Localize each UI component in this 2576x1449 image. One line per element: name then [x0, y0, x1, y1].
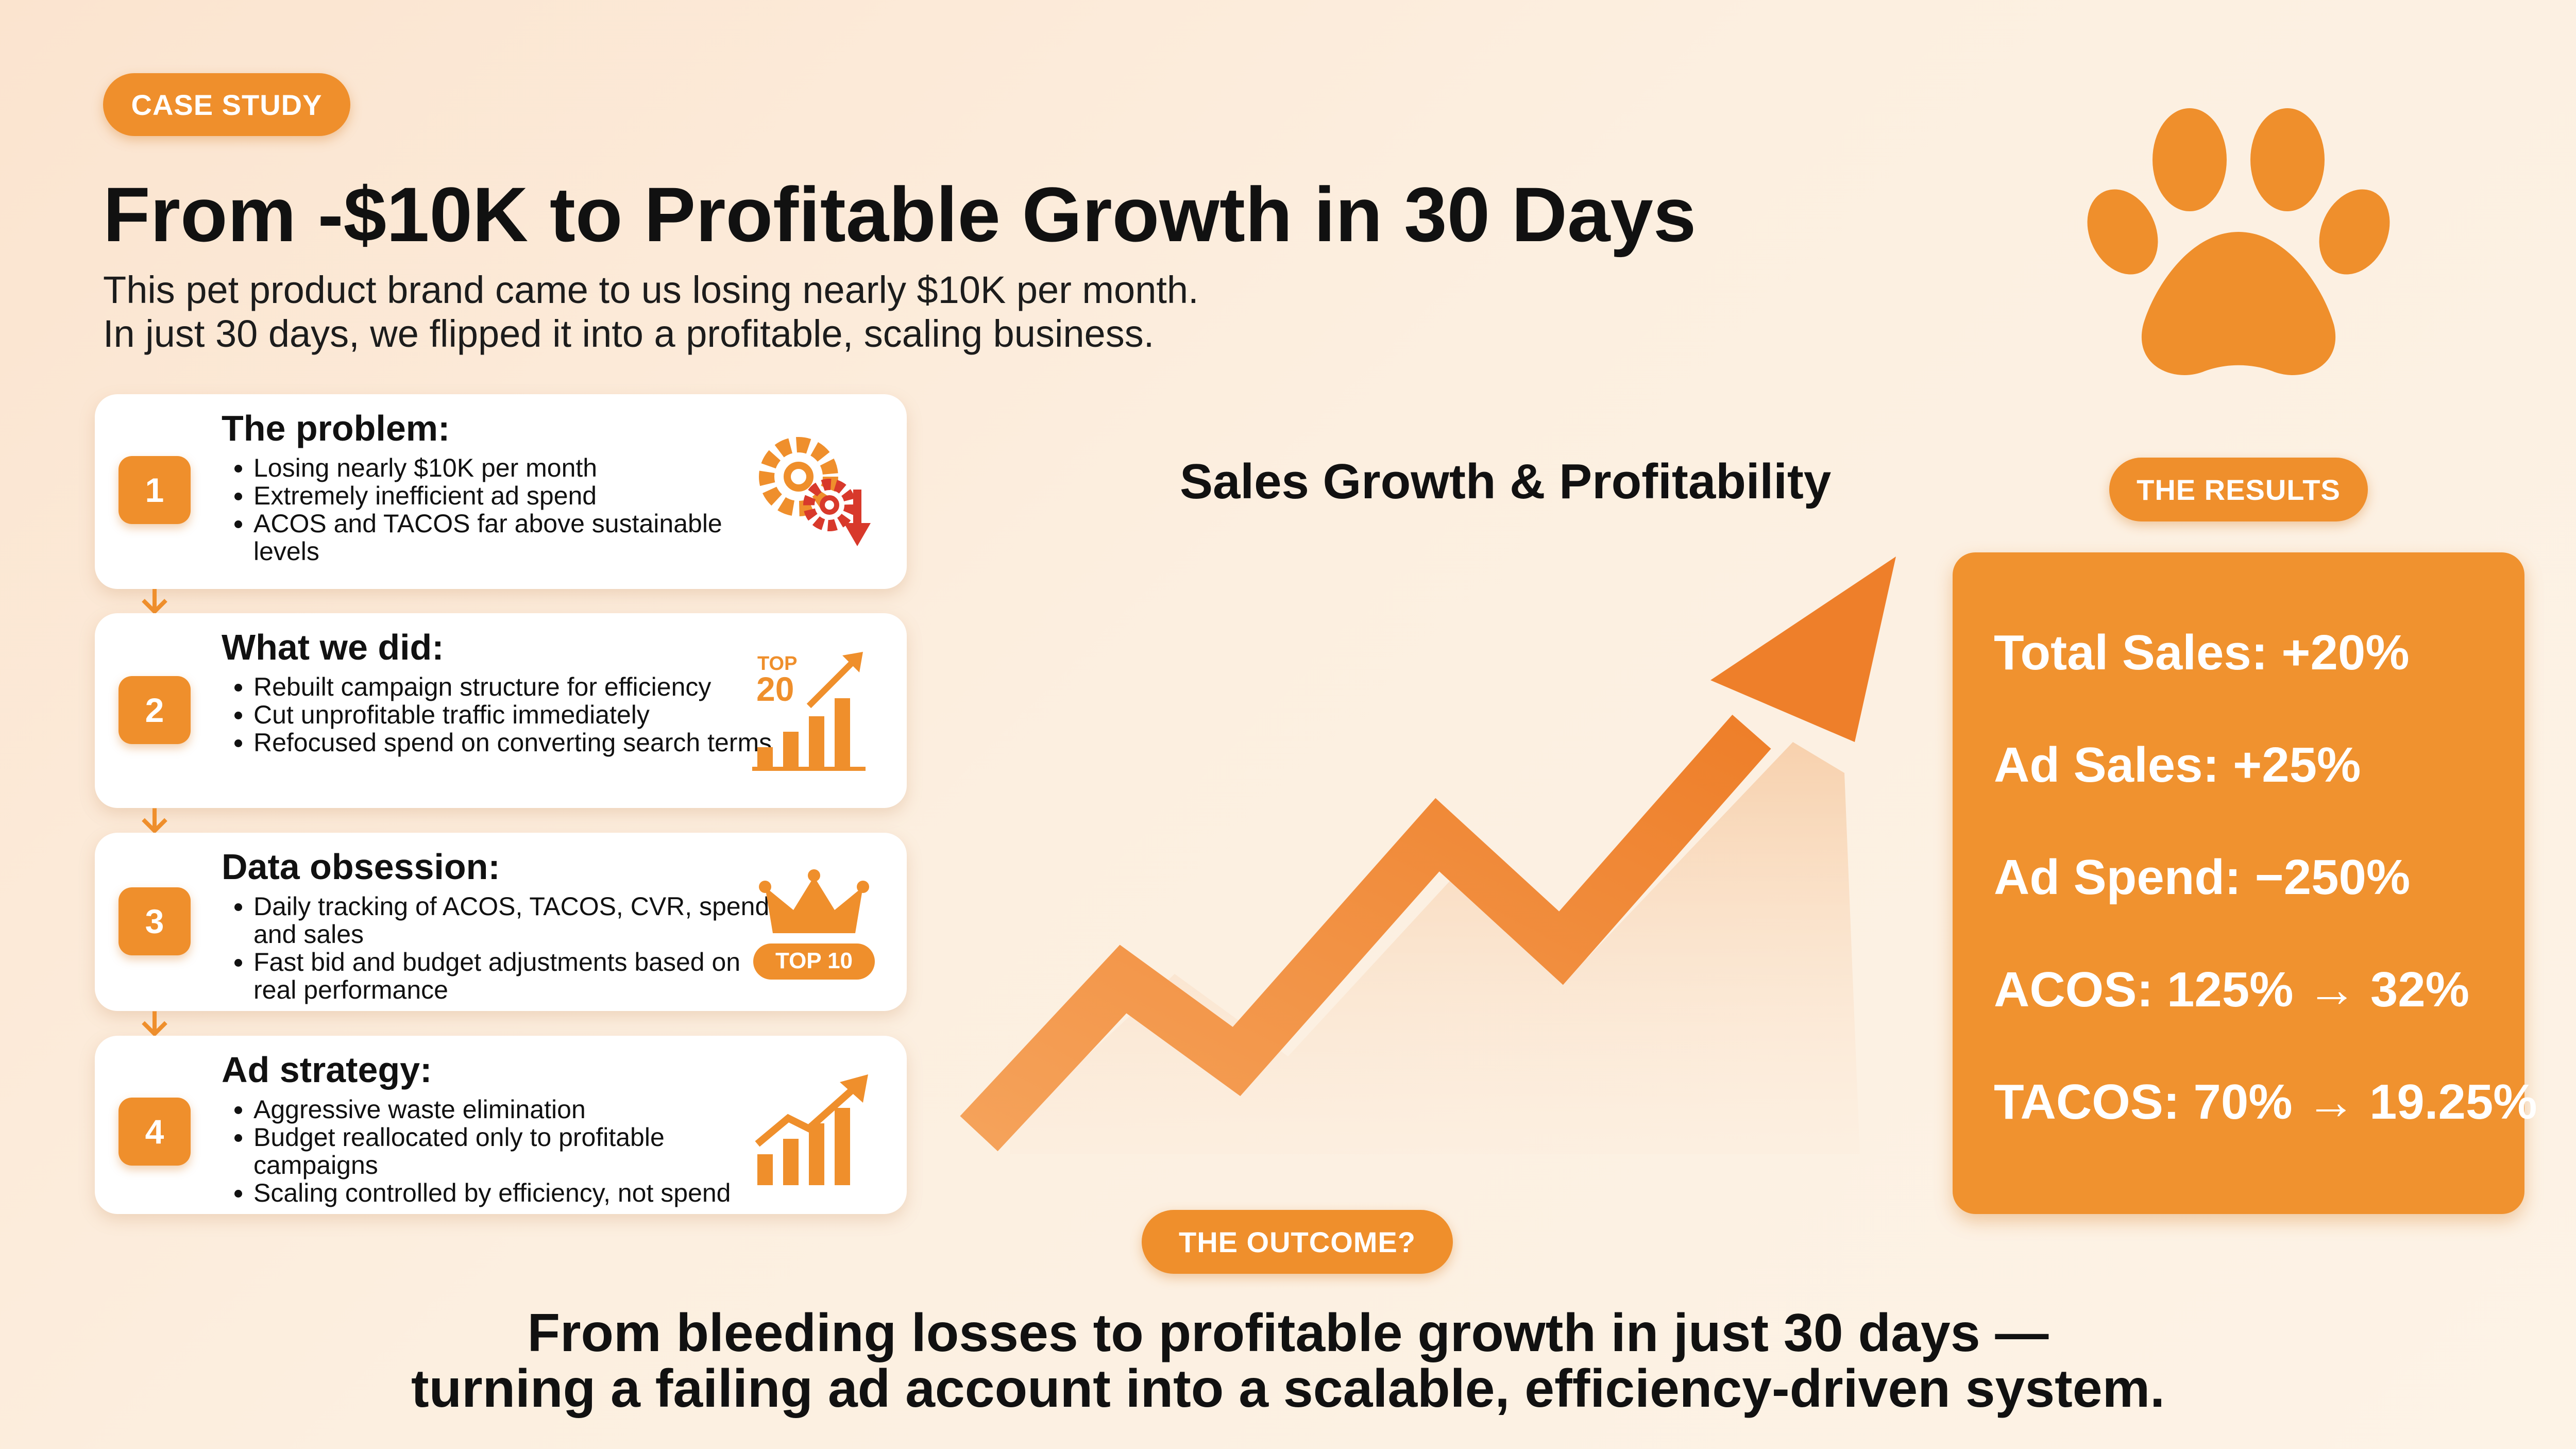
step-bullets: Aggressive waste elimination Budget real…: [222, 1096, 789, 1207]
chart-title: Sales Growth & Profitability: [1180, 454, 1832, 509]
sales-growth-chart: [960, 557, 1896, 1154]
results-badge: THE RESULTS: [2109, 458, 2368, 521]
icon-text-20: 20: [756, 670, 794, 708]
step-bullet: Extremely inefficient ad spend: [253, 482, 789, 510]
step-number: 4: [118, 1098, 191, 1166]
flow-arrow-icon: [142, 589, 167, 613]
flow-arrow-icon: [142, 808, 167, 833]
chart-arrowhead: [1710, 557, 1896, 742]
outcome-badge: THE OUTCOME?: [1142, 1210, 1453, 1274]
step-bullet: Budget reallocated only to profitable ca…: [253, 1123, 789, 1179]
growth-bars-icon: [755, 1074, 868, 1185]
case-study-badge: CASE STUDY: [103, 73, 350, 136]
step-card-ad-strategy: 4 Ad strategy: Aggressive waste eliminat…: [95, 1036, 907, 1214]
step-bullets: Daily tracking of ACOS, TACOS, CVR, spen…: [222, 892, 789, 1004]
step-bullet: Daily tracking of ACOS, TACOS, CVR, spen…: [253, 892, 789, 948]
outcome-line-2: turning a failing ad account into a scal…: [411, 1359, 2165, 1419]
step-title: What we did:: [222, 627, 444, 667]
step-title: Data obsession:: [222, 847, 500, 887]
step-bullet: Scaling controlled by efficiency, not sp…: [253, 1179, 789, 1207]
step-bullets: Rebuilt campaign structure for efficienc…: [222, 673, 789, 756]
results-panel: Total Sales: +20% Ad Sales: +25% Ad Spen…: [1953, 552, 2537, 1214]
step-title: The problem:: [222, 408, 450, 448]
crown-top-10-icon: TOP 10: [753, 869, 875, 980]
step-bullet: ACOS and TACOS far above sustainable lev…: [253, 510, 789, 565]
step-card-what-we-did: 2 What we did: Rebuilt campaign structur…: [95, 613, 907, 808]
step-card-data-obsession: 3 Data obsession: Daily tracking of ACOS…: [95, 833, 907, 1011]
icon-text-top-10: TOP 10: [775, 948, 853, 973]
paw-icon: [2087, 108, 2390, 375]
result-acos: ACOS: 125% → 32%: [1994, 962, 2470, 1017]
result-total-sales: Total Sales: +20%: [1994, 625, 2410, 680]
page-title: From -$10K to Profitable Growth in 30 Da…: [103, 171, 1697, 258]
step-bullet: Refocused spend on converting search ter…: [253, 729, 789, 756]
step-number: 1: [118, 456, 191, 524]
subtitle-line-1: This pet product brand came to us losing…: [103, 268, 1199, 311]
step-bullet: Rebuilt campaign structure for efficienc…: [253, 673, 789, 701]
step-bullet: Losing nearly $10K per month: [253, 454, 789, 482]
top-20-chart-icon: TOP 20: [752, 652, 866, 771]
step-bullet: Fast bid and budget adjustments based on…: [253, 948, 789, 1004]
step-number: 3: [118, 887, 191, 955]
step-bullet: Cut unprofitable traffic immediately: [253, 701, 789, 729]
step-bullets: Losing nearly $10K per month Extremely i…: [222, 454, 789, 565]
result-ad-spend: Ad Spend: −250%: [1994, 850, 2411, 905]
step-bullet: Aggressive waste elimination: [253, 1096, 789, 1123]
result-tacos: TACOS: 70% → 19.25%: [1994, 1074, 2537, 1130]
step-number: 2: [118, 676, 191, 744]
subtitle-line-2: In just 30 days, we flipped it into a pr…: [103, 312, 1155, 355]
result-ad-sales: Ad Sales: +25%: [1994, 737, 2361, 793]
gears-down-arrow-icon: [759, 437, 871, 546]
flow-arrow-icon: [142, 1011, 167, 1036]
outcome-line-1: From bleeding losses to profitable growt…: [527, 1303, 2049, 1363]
step-title: Ad strategy:: [222, 1050, 432, 1090]
icon-text-top: TOP: [757, 653, 797, 675]
chart-trend-line: [960, 714, 1771, 1152]
step-card-problem: 1 The problem: Losing nearly $10K per mo…: [95, 394, 907, 589]
